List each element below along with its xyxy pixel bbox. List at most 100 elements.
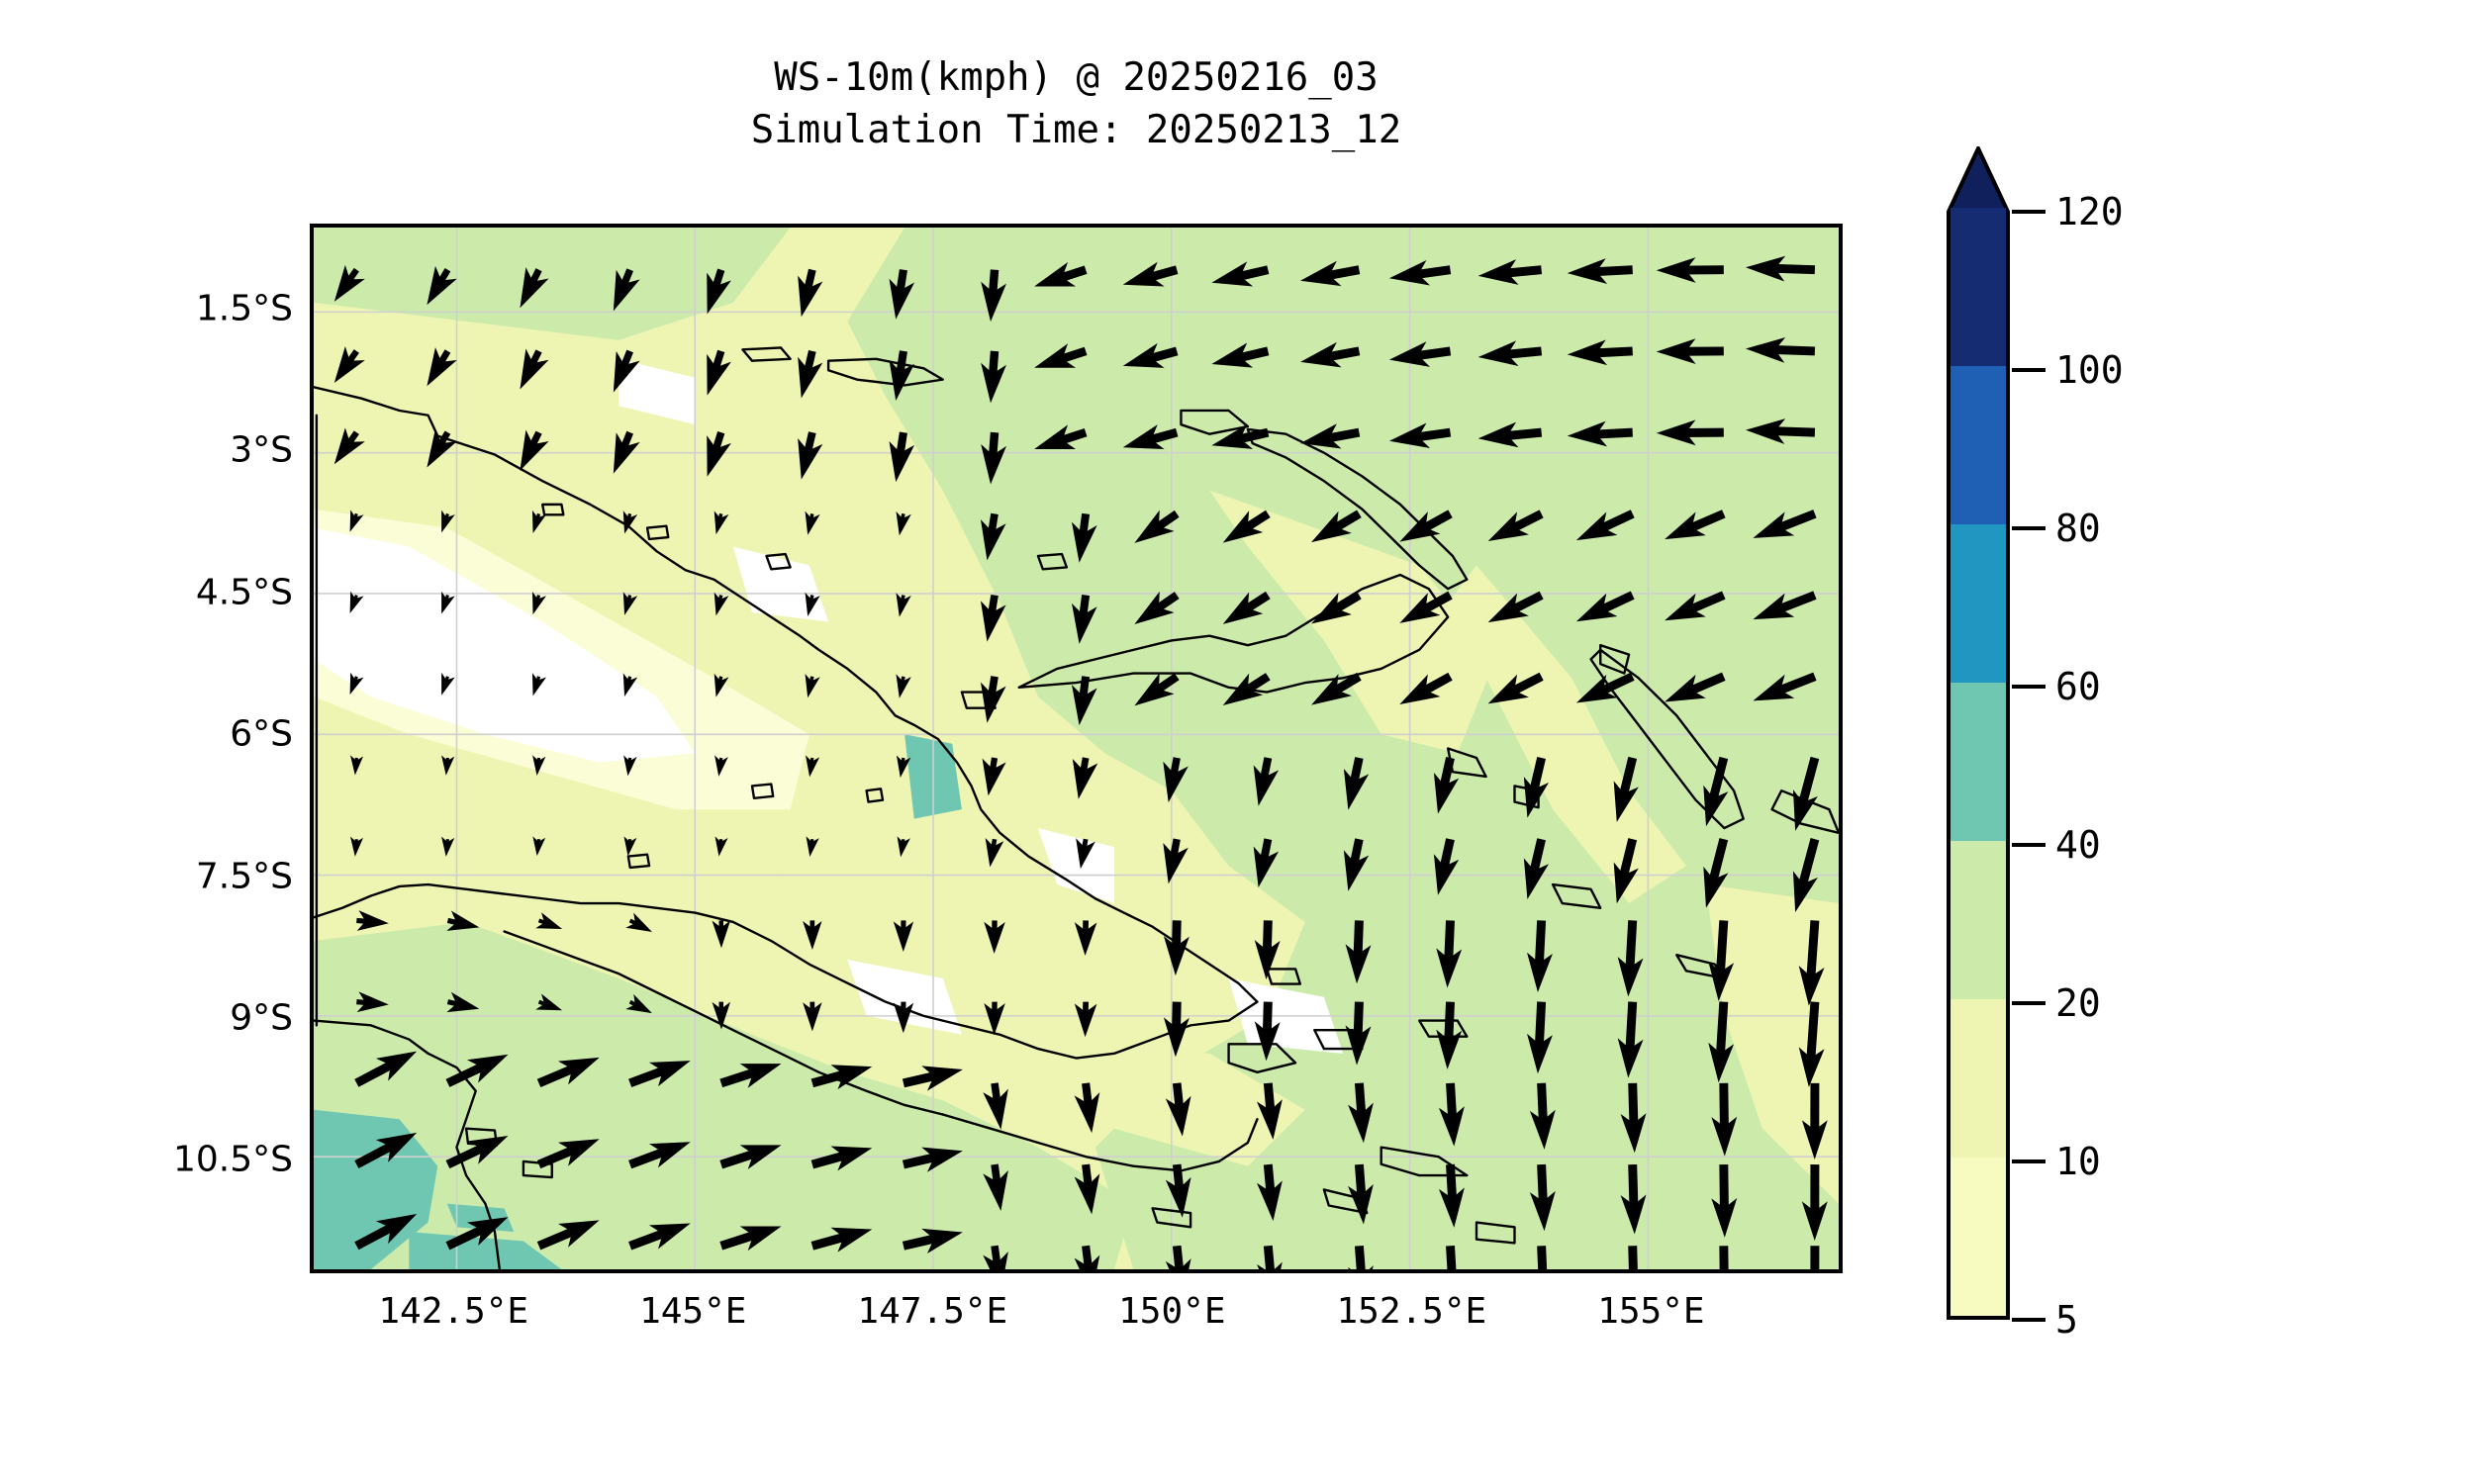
wind-arrow-head: [1222, 592, 1264, 624]
x-tick-label: 147.5°E: [857, 1291, 1008, 1332]
wind-arrow-head: [1311, 592, 1352, 624]
wind-arrow-head: [1527, 952, 1553, 993]
y-tick-label: 4.5°S: [195, 572, 293, 613]
wind-arrow-shaft: [445, 1061, 488, 1087]
wind-arrow-shaft: [1439, 757, 1455, 790]
wind-arrow-shaft: [445, 1224, 488, 1251]
wind-arrow-shaft: [1592, 265, 1633, 277]
wind-arrow-shaft: [902, 1070, 939, 1088]
y-tick-label: 6°S: [230, 713, 293, 755]
wind-arrow-shaft: [1444, 920, 1455, 964]
wind-arrow-head: [806, 755, 820, 778]
wind-arrow-head: [798, 275, 823, 318]
wind-arrow-shaft: [1153, 592, 1180, 613]
wind-arrow-head: [981, 362, 1006, 404]
wind-arrow-shaft: [1235, 265, 1270, 282]
wind-arrow-head: [1617, 957, 1644, 997]
wind-arrow-shaft: [1349, 757, 1364, 787]
wind-arrow-head: [1072, 685, 1097, 726]
coastline-choiseul: [1770, 788, 1839, 835]
wind-arrow-head: [714, 673, 729, 697]
wind-arrow-shaft: [1719, 1164, 1729, 1213]
wind-arrow-head: [1567, 420, 1608, 447]
coastline-papuan-peninsula: [941, 1113, 1259, 1172]
colorbar-tick: [2012, 526, 2046, 530]
wind-arrow-head: [1222, 510, 1264, 543]
wind-arrow-head: [981, 519, 1006, 561]
wind-arrow-head: [1620, 1113, 1647, 1154]
wind-arrow-head: [622, 510, 638, 534]
colorbar-band: [1951, 841, 2006, 999]
wind-arrow-head: [1656, 419, 1696, 446]
wind-arrow-shaft: [1503, 346, 1543, 360]
wind-arrow-head: [1399, 674, 1441, 705]
coastline-louisiade: [1380, 1146, 1469, 1177]
wind-arrow-head: [1122, 424, 1165, 449]
wind-arrow-head: [1074, 922, 1097, 957]
wind-arrow-shaft: [1708, 756, 1729, 803]
wind-arrow-shaft: [1235, 427, 1270, 444]
colorbar-tick-label: 60: [2055, 665, 2101, 708]
wind-arrow-shaft: [1324, 265, 1361, 281]
wind-arrow-head: [1487, 674, 1529, 704]
wind-arrow-shaft: [1235, 346, 1270, 363]
wind-arrow-head: [803, 1002, 822, 1032]
wind-arrow-head: [1122, 261, 1165, 287]
wind-arrow-head: [803, 920, 822, 951]
wind-arrow-shaft: [1625, 920, 1638, 972]
wind-arrow-shaft: [354, 1222, 397, 1251]
wind-arrow-shaft: [1172, 1001, 1182, 1032]
wind-arrow-head: [806, 836, 819, 857]
wind-arrow-head: [1311, 674, 1352, 705]
wind-arrow-head: [707, 272, 731, 315]
wind-arrow-shaft: [902, 1233, 939, 1251]
wind-arrow-head: [830, 1146, 873, 1171]
shading-10-20-papuan-pen: [1018, 1034, 1305, 1166]
wind-arrow-head: [1801, 1201, 1828, 1242]
map-gridlines: [314, 228, 1839, 1269]
wind-arrow-head: [984, 1002, 1005, 1036]
wind-arrow-head: [1753, 674, 1795, 701]
wind-arrow-head: [375, 1051, 418, 1081]
colorbar-gradient: [1947, 208, 2010, 1320]
wind-arrow-head: [625, 912, 652, 932]
coastline-isl-se3: [1551, 882, 1602, 909]
colorbar-tick: [2012, 685, 2046, 689]
wind-arrow-head: [830, 1065, 873, 1090]
wind-arrow-shaft: [1082, 1245, 1094, 1269]
wind-arrow-head: [893, 921, 914, 953]
coastline-new-britain: [1017, 573, 1450, 694]
wind-arrow-head: [1792, 871, 1818, 913]
wind-arrow-shaft: [1330, 672, 1362, 696]
wind-arrow-shaft: [1263, 1082, 1276, 1115]
wind-arrow-head: [532, 755, 546, 776]
coastline-isl-s1: [1322, 1188, 1369, 1215]
wind-arrow-head: [1165, 1258, 1191, 1269]
wind-arrow-shaft: [1444, 1001, 1455, 1045]
coastline-karkar: [765, 552, 792, 571]
wind-arrow-head: [466, 1136, 509, 1164]
wind-arrow-head: [982, 758, 1006, 796]
wind-arrow-shaft: [988, 350, 999, 378]
wind-arrow-shaft: [988, 269, 999, 297]
wind-arrow-head: [520, 429, 549, 471]
shading-20-40-south: [314, 921, 1134, 1269]
y-tick-label: 3°S: [230, 429, 293, 471]
map-svg: [314, 228, 1839, 1269]
wind-arrow-shaft: [1146, 346, 1179, 364]
wind-arrow-head: [1163, 1017, 1189, 1058]
wind-arrow-head: [1300, 260, 1342, 287]
coastline-small-n1: [541, 503, 565, 516]
wind-arrow-head: [798, 356, 823, 399]
wind-arrow-head: [466, 1217, 509, 1246]
wind-arrow-head: [1074, 1254, 1100, 1269]
wind-arrow-head: [648, 1223, 691, 1250]
wind-arrow-head: [1134, 673, 1175, 706]
wind-arrow-head: [1620, 1194, 1647, 1235]
wind-arrow-head: [1122, 342, 1165, 368]
wind-arrow-head: [985, 838, 1004, 868]
wind-arrow-head: [1211, 342, 1254, 368]
colorbar-tick-label: 80: [2055, 507, 2101, 550]
wind-arrow-head: [1257, 1261, 1283, 1269]
wind-arrow-head: [1348, 1183, 1374, 1225]
